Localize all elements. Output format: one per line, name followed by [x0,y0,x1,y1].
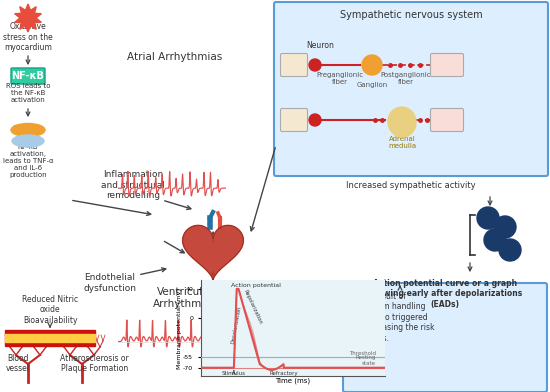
Circle shape [362,55,382,75]
FancyBboxPatch shape [280,53,307,76]
Text: Ganglion: Ganglion [356,82,388,88]
Text: CNS: CNS [285,116,302,125]
Text: Inflammation
and structural
remodelling: Inflammation and structural remodelling [101,170,165,200]
Text: ROS leads to
the NF-κB
activation: ROS leads to the NF-κB activation [6,83,50,103]
Text: ROS: ROS [18,13,38,22]
Text: EADs are a result of
altered calcium handling
and can lead to triggered
activity: EADs are a result of altered calcium han… [330,292,434,343]
Text: Stimulus: Stimulus [222,371,246,376]
Text: Neuron: Neuron [306,40,334,49]
Polygon shape [183,225,244,280]
Ellipse shape [388,107,416,137]
Text: Endothelial
dysfunction: Endothelial dysfunction [84,273,136,293]
Ellipse shape [11,123,45,136]
FancyBboxPatch shape [431,53,464,76]
Circle shape [499,239,521,261]
Y-axis label: Membrane potential (mV): Membrane potential (mV) [177,288,182,369]
Text: Resting
state: Resting state [355,356,376,366]
Text: Blood
vessel: Blood vessel [6,354,30,374]
Text: NF-κB: NF-κB [12,71,45,81]
Text: Adrenal
medulla: Adrenal medulla [388,136,416,149]
Text: Atherosclerosis or
Plaque Formation: Atherosclerosis or Plaque Formation [60,354,129,374]
FancyBboxPatch shape [280,109,307,131]
Text: Ventricular
Arrhythmias: Ventricular Arrhythmias [153,287,217,309]
Text: IL-6: IL-6 [19,136,37,145]
Text: Ca²⁺: Ca²⁺ [481,216,496,221]
Text: Ca²⁺: Ca²⁺ [498,225,512,229]
Text: Ca²⁺: Ca²⁺ [488,238,502,243]
Text: Action potential: Action potential [231,283,281,288]
Text: Refractory: Refractory [270,371,298,376]
FancyBboxPatch shape [274,2,548,176]
FancyBboxPatch shape [11,68,45,84]
Text: Atrial Arrhythmias: Atrial Arrhythmias [128,52,223,62]
Text: Ca²⁺: Ca²⁺ [503,247,518,252]
Text: NF-κB
activation,
leads to TNF-α
and IL-6
production: NF-κB activation, leads to TNF-α and IL-… [3,144,53,178]
FancyBboxPatch shape [343,283,547,392]
Text: Oxidative
stress on the
myocardium: Oxidative stress on the myocardium [3,22,53,52]
Text: Reduced Nitric
oxide
Bioavailability: Reduced Nitric oxide Bioavailability [22,295,78,325]
Circle shape [477,207,499,229]
Circle shape [484,229,506,251]
Bar [5,334,95,342]
Text: Effector
organ: Effector organ [433,58,461,71]
Circle shape [309,114,321,126]
Text: Postganglionic
fiber: Postganglionic fiber [381,71,431,85]
Text: Preganglionic
fiber: Preganglionic fiber [316,71,364,85]
Text: TNF-α: TNF-α [14,125,42,134]
Circle shape [309,59,321,71]
FancyBboxPatch shape [431,109,464,131]
Text: Threshold: Threshold [349,350,376,356]
Ellipse shape [12,135,44,147]
Text: Repolarization: Repolarization [242,289,262,325]
Bar [5,330,95,346]
X-axis label: Time (ms): Time (ms) [276,378,310,384]
Text: Sympathetic nervous system: Sympathetic nervous system [340,10,482,20]
Text: Action potential curve or a graph
showing early after depolarizations
(EADs): Action potential curve or a graph showin… [368,279,522,309]
Text: CNS: CNS [285,60,302,69]
Polygon shape [15,4,41,32]
Text: Depolarization: Depolarization [230,305,242,344]
Text: Effector
organ: Effector organ [433,114,461,127]
Text: Increased sympathetic activity: Increased sympathetic activity [346,180,476,189]
Circle shape [494,216,516,238]
